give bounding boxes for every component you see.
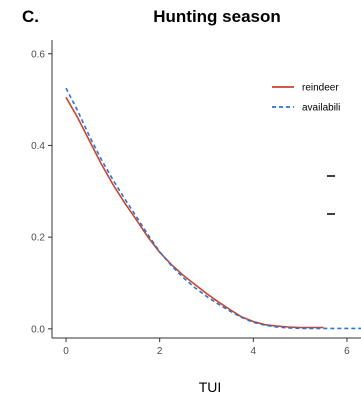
x-tick-label: 4: [251, 346, 257, 357]
y-tick-label: 0.0: [31, 324, 45, 335]
extra-marks: [327, 175, 335, 215]
legend-label-availabili: availabili: [302, 103, 340, 114]
legend: reindeer availabili: [272, 83, 340, 114]
x-axis: 0 2 4 6: [52, 337, 361, 357]
x-tick-label: 2: [157, 346, 163, 357]
x-tick-label: 6: [344, 346, 350, 357]
y-tick-label: 0.6: [31, 49, 45, 60]
series-line-reindeer: [65, 96, 324, 329]
series-line-availabili: [65, 87, 361, 330]
y-axis: 0.0 0.2 0.4 0.6: [31, 40, 53, 338]
series-layer: [65, 87, 361, 330]
legend-label-reindeer: reindeer: [302, 83, 339, 94]
y-tick-label: 0.4: [31, 141, 45, 152]
panel-label: C.: [22, 7, 39, 26]
chart-title: Hunting season: [153, 7, 281, 26]
x-axis-label: TUI: [199, 379, 222, 395]
x-tick-label: 0: [63, 346, 69, 357]
y-tick-label: 0.2: [31, 233, 45, 244]
